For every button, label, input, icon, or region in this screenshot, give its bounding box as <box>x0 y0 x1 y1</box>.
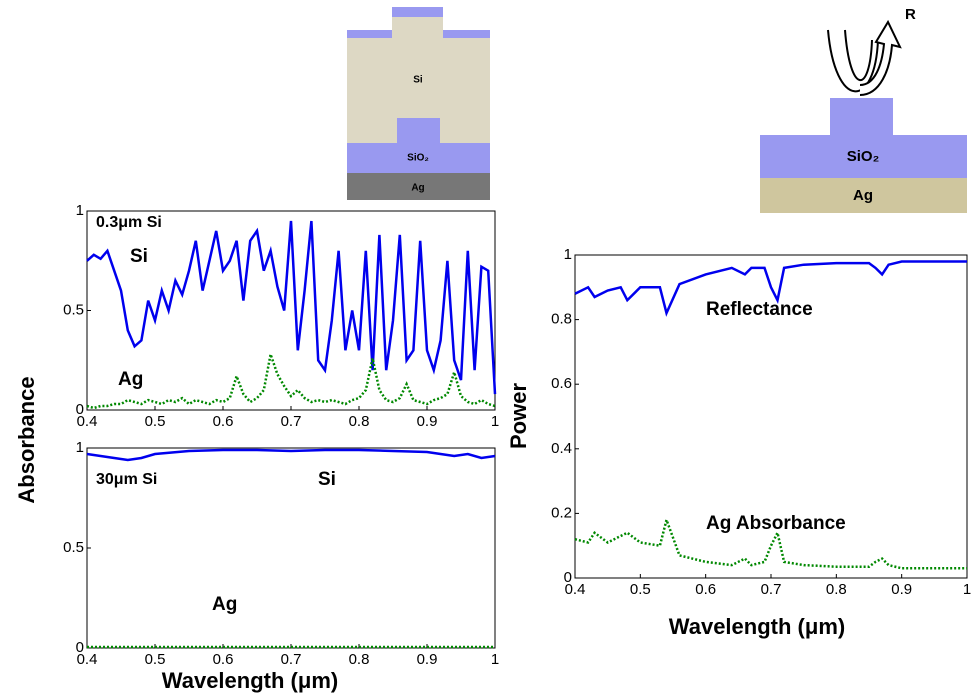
series-line <box>86 349 496 410</box>
ag-label: Ag <box>411 183 424 194</box>
x-tick-label: 0.8 <box>826 581 847 598</box>
series-line <box>574 515 967 570</box>
x-axis-label: Wavelength (μm) <box>669 614 845 639</box>
x-tick-label: 0.4 <box>77 413 98 430</box>
x-axis-label: Wavelength (μm) <box>162 668 338 693</box>
annotation: Ag Absorbance <box>706 513 846 534</box>
series-line <box>86 448 496 462</box>
y-tick-label: 0.6 <box>551 375 572 392</box>
annotation: 0.3μm Si <box>96 214 162 231</box>
y-tick-label: 1 <box>76 439 84 456</box>
series-line <box>574 260 967 317</box>
annotation: Reflectance <box>706 299 813 320</box>
y-tick-label: 0 <box>76 401 84 418</box>
y-tick-label: 0 <box>76 639 84 656</box>
series-line <box>86 220 497 395</box>
y-tick-label: 1 <box>564 246 572 263</box>
annotation: Ag <box>212 594 237 615</box>
annotation: Si <box>130 246 148 267</box>
x-tick-label: 0.9 <box>417 651 438 668</box>
annotation: Ag <box>118 369 143 390</box>
x-tick-label: 0.5 <box>145 413 166 430</box>
x-tick-label: 0.6 <box>213 413 234 430</box>
x-tick-label: 0.8 <box>349 651 370 668</box>
ag-label: Ag <box>853 187 873 204</box>
right-diagram: R SiO₂ Ag <box>760 6 967 213</box>
y-tick-label: 0.8 <box>551 311 572 328</box>
r-label: R <box>905 6 916 23</box>
x-tick-label: 0.7 <box>761 581 782 598</box>
sio2-label: SiO₂ <box>407 153 429 164</box>
x-tick-label: 0.5 <box>630 581 651 598</box>
x-tick-label: 0.5 <box>145 651 166 668</box>
x-tick-label: 0.6 <box>213 651 234 668</box>
left-diagram: Si SiO₂ Ag <box>347 7 490 200</box>
x-tick-label: 1 <box>491 651 499 668</box>
x-tick-label: 1 <box>963 581 971 598</box>
y-tick-label: 0.5 <box>63 539 84 556</box>
sio2-label: SiO₂ <box>847 148 880 165</box>
y-tick-label: 0.2 <box>551 504 572 521</box>
x-tick-label: 0.7 <box>281 413 302 430</box>
annotation: Si <box>318 469 336 490</box>
x-tick-label: 1 <box>491 413 499 430</box>
x-tick-label: 0.7 <box>281 651 302 668</box>
y-tick-label: 1 <box>76 202 84 219</box>
x-tick-label: 0.4 <box>77 651 98 668</box>
x-tick-label: 0.9 <box>417 413 438 430</box>
y-tick-label: 0 <box>564 569 572 586</box>
annotation: 30μm Si <box>96 471 157 488</box>
x-tick-label: 0.9 <box>891 581 912 598</box>
y-axis-label: Absorbance <box>14 376 39 503</box>
si-label: Si <box>413 75 423 86</box>
y-tick-label: 0.5 <box>63 301 84 318</box>
x-tick-label: 0.8 <box>349 413 370 430</box>
x-tick-label: 0.6 <box>695 581 716 598</box>
y-tick-label: 0.4 <box>551 440 572 457</box>
y-axis-label: Power <box>506 383 531 449</box>
x-tick-label: 0.4 <box>565 581 586 598</box>
